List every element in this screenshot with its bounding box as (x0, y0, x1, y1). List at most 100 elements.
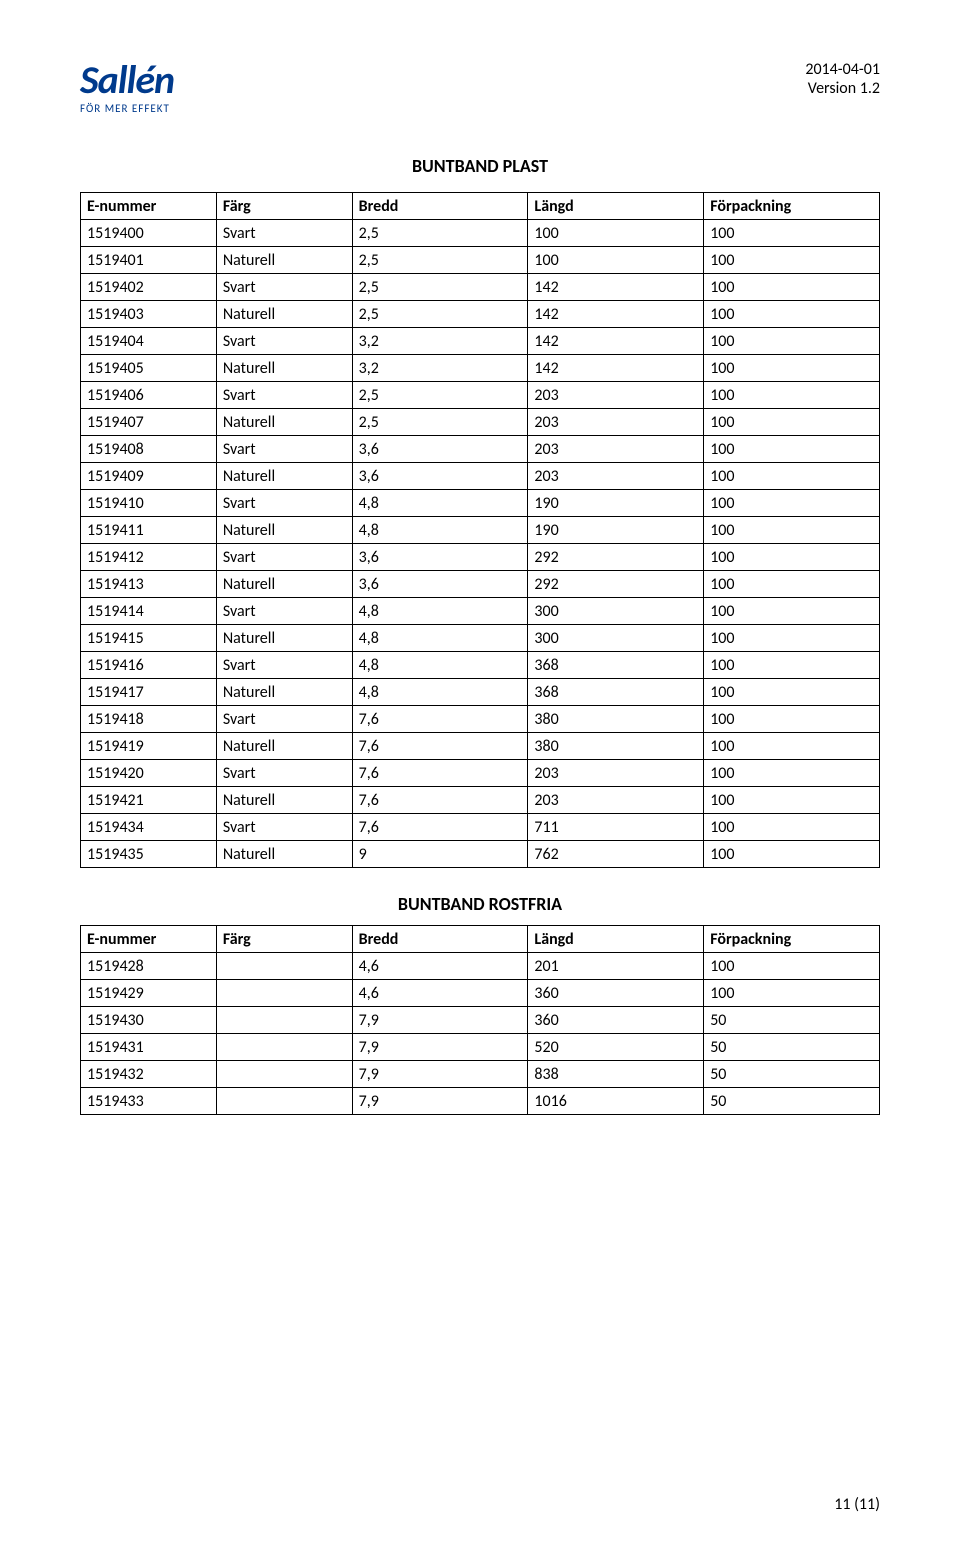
table-cell: 100 (704, 980, 880, 1007)
table-cell: 1519408 (81, 436, 217, 463)
col-bredd: Bredd (352, 926, 528, 953)
table-cell: Naturell (216, 733, 352, 760)
table-cell: 380 (528, 706, 704, 733)
table-cell: 300 (528, 625, 704, 652)
table-cell: 142 (528, 328, 704, 355)
table-cell: 3,6 (352, 463, 528, 490)
table-cell: 4,8 (352, 625, 528, 652)
table-cell: 368 (528, 679, 704, 706)
table-cell: Svart (216, 652, 352, 679)
table-cell: 1519411 (81, 517, 217, 544)
col-farg: Färg (216, 193, 352, 220)
table-cell: 1519431 (81, 1034, 217, 1061)
table-cell: Naturell (216, 301, 352, 328)
table-row: 1519418Svart7,6380100 (81, 706, 880, 733)
table-cell: 3,6 (352, 571, 528, 598)
table-buntband-rostfria: E-nummer Färg Bredd Längd Förpackning 15… (80, 925, 880, 1115)
table-cell: 368 (528, 652, 704, 679)
title-buntband-rostfria: BUNTBAND ROSTFRIA (80, 893, 880, 915)
table-cell (216, 980, 352, 1007)
table-cell: Svart (216, 760, 352, 787)
table-cell: 100 (704, 814, 880, 841)
table-cell: 1519430 (81, 1007, 217, 1034)
table-cell: 1519410 (81, 490, 217, 517)
table-cell: 190 (528, 490, 704, 517)
table-cell: 203 (528, 436, 704, 463)
table-cell: 7,6 (352, 706, 528, 733)
table-cell: 1016 (528, 1088, 704, 1115)
table-cell: 1519416 (81, 652, 217, 679)
table-cell: 838 (528, 1061, 704, 1088)
table-row: 1519404Svart3,2142100 (81, 328, 880, 355)
table-cell: 7,6 (352, 787, 528, 814)
table-buntband-plast: E-nummer Färg Bredd Längd Förpackning 15… (80, 192, 880, 868)
table-row: 1519414Svart4,8300100 (81, 598, 880, 625)
table-cell: Svart (216, 544, 352, 571)
table-row: 1519413Naturell3,6292100 (81, 571, 880, 598)
table-cell: 50 (704, 1088, 880, 1115)
table-cell: 7,9 (352, 1034, 528, 1061)
table-cell: 1519417 (81, 679, 217, 706)
table-cell: 2,5 (352, 274, 528, 301)
table-header-row: E-nummer Färg Bredd Längd Förpackning (81, 193, 880, 220)
table-cell: 1519421 (81, 787, 217, 814)
table-cell: 292 (528, 571, 704, 598)
table-cell: 100 (528, 220, 704, 247)
header-right: 2014-04-01 Version 1.2 (805, 60, 880, 98)
table-cell: Naturell (216, 355, 352, 382)
table-cell: 203 (528, 787, 704, 814)
table-cell: 4,8 (352, 490, 528, 517)
col-enummer: E-nummer (81, 926, 217, 953)
table-cell: Svart (216, 490, 352, 517)
table-cell: 50 (704, 1034, 880, 1061)
table-cell: 100 (704, 301, 880, 328)
table-cell: 762 (528, 841, 704, 868)
table-cell: 100 (704, 409, 880, 436)
table-cell: 1519413 (81, 571, 217, 598)
table-cell: Naturell (216, 517, 352, 544)
table-cell: 201 (528, 953, 704, 980)
table-row: 15194284,6201100 (81, 953, 880, 980)
table-cell: 292 (528, 544, 704, 571)
table-row: 1519411Naturell4,8190100 (81, 517, 880, 544)
header: Sallén FÖR MER EFFEKT 2014-04-01 Version… (80, 60, 880, 115)
table-cell: 203 (528, 760, 704, 787)
table-cell: 203 (528, 463, 704, 490)
table-cell: Naturell (216, 787, 352, 814)
table-row: 1519416Svart4,8368100 (81, 652, 880, 679)
table-row: 1519402Svart2,5142100 (81, 274, 880, 301)
logo-main: Sallén (80, 60, 174, 100)
table-row: 1519400Svart2,5100100 (81, 220, 880, 247)
table-cell: 100 (704, 490, 880, 517)
table-cell: 100 (704, 841, 880, 868)
table-cell: Svart (216, 814, 352, 841)
table-cell: 380 (528, 733, 704, 760)
table-row: 1519409Naturell3,6203100 (81, 463, 880, 490)
table-cell: 203 (528, 382, 704, 409)
table-cell: 1519405 (81, 355, 217, 382)
col-forpackning: Förpackning (704, 193, 880, 220)
table-cell: 4,8 (352, 652, 528, 679)
col-langd: Längd (528, 193, 704, 220)
table-row: 1519410Svart4,8190100 (81, 490, 880, 517)
table-row: 1519415Naturell4,8300100 (81, 625, 880, 652)
table-cell: Svart (216, 436, 352, 463)
table-cell: 142 (528, 301, 704, 328)
table-cell: 1519403 (81, 301, 217, 328)
table-cell: 2,5 (352, 220, 528, 247)
table-cell: 1519418 (81, 706, 217, 733)
table-cell: 1519432 (81, 1061, 217, 1088)
table-cell: Naturell (216, 679, 352, 706)
col-bredd: Bredd (352, 193, 528, 220)
table-cell: Svart (216, 706, 352, 733)
table-cell: 2,5 (352, 382, 528, 409)
title-buntband-plast: BUNTBAND PLAST (80, 155, 880, 177)
table-cell: 7,9 (352, 1061, 528, 1088)
table-cell: 1519435 (81, 841, 217, 868)
table-cell: 100 (704, 220, 880, 247)
table-cell: 1519409 (81, 463, 217, 490)
table-cell: 2,5 (352, 409, 528, 436)
col-forpackning: Förpackning (704, 926, 880, 953)
table-cell (216, 1061, 352, 1088)
col-langd: Längd (528, 926, 704, 953)
